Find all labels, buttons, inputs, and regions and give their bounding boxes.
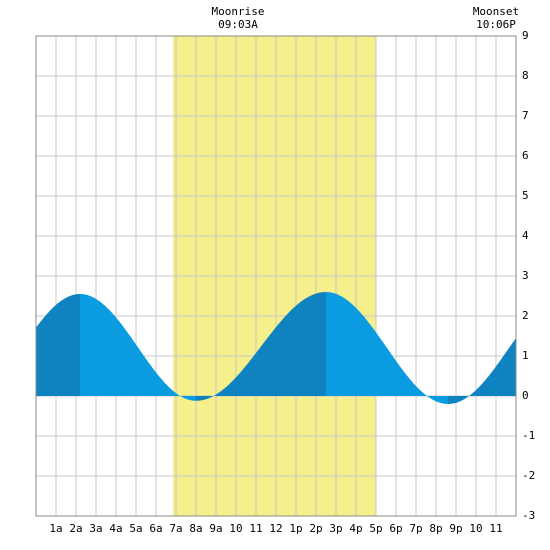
moonrise-time: 09:03A: [218, 18, 258, 31]
x-tick-label: 1p: [289, 522, 303, 535]
y-tick-label: 8: [522, 69, 529, 82]
x-tick-label: 11: [489, 522, 503, 535]
rising-tide-area: [196, 292, 326, 401]
y-tick-label: 0: [522, 389, 529, 402]
falling-tide-area: [80, 294, 196, 401]
x-tick-label: 10: [229, 522, 243, 535]
x-tick-label: 7p: [409, 522, 423, 535]
x-tick-label: 3p: [329, 522, 343, 535]
y-tick-label: 7: [522, 109, 529, 122]
y-tick-label: 9: [522, 29, 529, 42]
x-tick-label: 6a: [149, 522, 163, 535]
x-tick-label: 5p: [369, 522, 383, 535]
x-tick-label: 2p: [309, 522, 323, 535]
y-tick-label: 2: [522, 309, 529, 322]
y-tick-label: -2: [522, 469, 536, 482]
y-tick-label: 3: [522, 269, 529, 282]
x-tick-label: 8a: [189, 522, 203, 535]
y-tick-label: 6: [522, 149, 529, 162]
y-tick-label: 4: [522, 229, 529, 242]
x-tick-label: 6p: [389, 522, 403, 535]
y-tick-label: -1: [522, 429, 536, 442]
x-tick-label: 4a: [109, 522, 123, 535]
rising-tide-area: [36, 294, 80, 396]
y-tick-label: -3: [522, 509, 536, 522]
x-tick-label: 7a: [169, 522, 183, 535]
x-tick-label: 2a: [69, 522, 83, 535]
rising-tide-area: [448, 337, 516, 404]
falling-tide-area: [326, 292, 448, 404]
moonset-time: 10:06P: [476, 18, 516, 31]
plot-border: [35, 35, 517, 517]
x-tick-label: 4p: [349, 522, 363, 535]
x-tick-label: 5a: [129, 522, 143, 535]
moonset-label: Moonset: [472, 5, 520, 18]
x-tick-label: 12: [269, 522, 283, 535]
x-tick-label: 8p: [429, 522, 443, 535]
x-tick-label: 9a: [209, 522, 223, 535]
moonrise-label: Moonrise: [211, 5, 265, 18]
x-tick-label: 3a: [89, 522, 103, 535]
x-tick-label: 9p: [449, 522, 463, 535]
y-tick-label: 1: [522, 349, 529, 362]
x-tick-label: 11: [249, 522, 263, 535]
y-tick-label: 5: [522, 189, 529, 202]
x-tick-label: 10: [469, 522, 483, 535]
x-tick-label: 1a: [49, 522, 63, 535]
